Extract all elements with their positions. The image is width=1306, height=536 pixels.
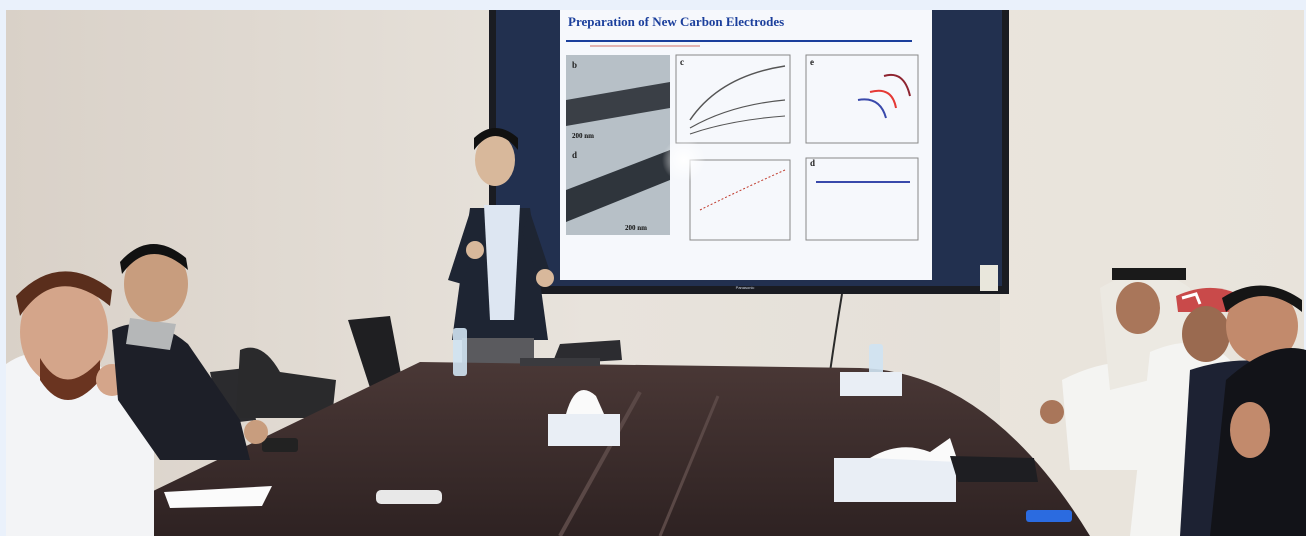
panel-d: d — [572, 150, 577, 160]
svg-text:e: e — [810, 57, 814, 67]
attendee-left-2 — [112, 243, 268, 460]
scale-bar-2: 200 nm — [625, 224, 647, 232]
presenter — [448, 128, 554, 368]
empty-chairs — [210, 316, 404, 424]
tv-brand: Panasonic — [736, 285, 755, 290]
plot-c — [675, 54, 791, 144]
attendee-left-1 — [6, 271, 154, 536]
svg-text:d: d — [810, 158, 815, 168]
plot-d2 — [805, 157, 919, 241]
svg-text:c: c — [680, 57, 684, 67]
plot-e — [805, 54, 919, 144]
panel-b: b — [572, 60, 577, 70]
scale-bar-1: 200 nm — [572, 132, 594, 140]
conference-table — [60, 362, 1090, 536]
attendee-right-4 — [1210, 348, 1306, 536]
plot-d1 — [689, 159, 791, 241]
slide: Preparation of New Carbon Electrodes b d… — [566, 14, 919, 241]
slide-title: Preparation of New Carbon Electrodes — [568, 14, 784, 29]
table-items — [164, 328, 1072, 522]
